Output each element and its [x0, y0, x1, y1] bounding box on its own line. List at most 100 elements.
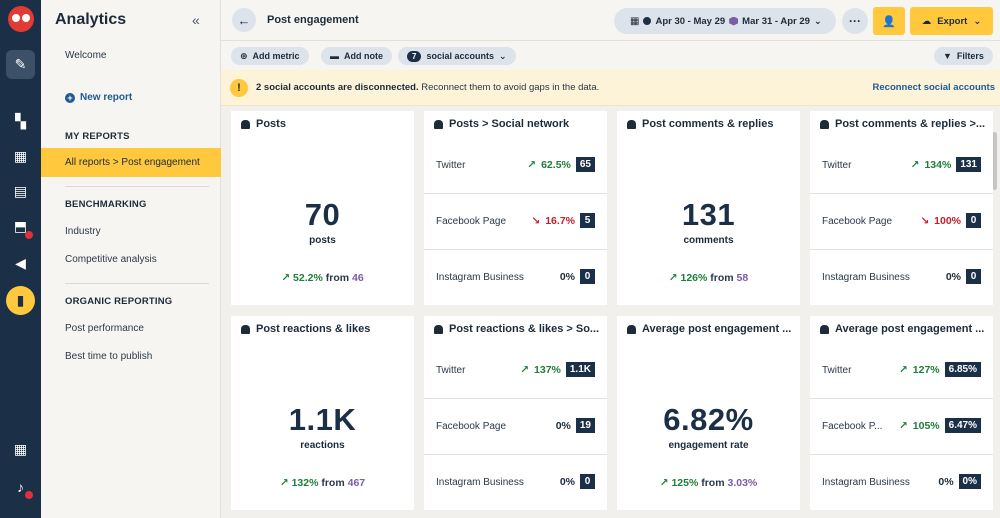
table-row: Instagram Business 0% 0: [810, 250, 993, 306]
table-row: Facebook Page ↘ 16.7% 5: [424, 194, 607, 250]
share-button[interactable]: 👤: [873, 7, 905, 35]
more-options-button[interactable]: ···: [842, 8, 868, 34]
row-label: Instagram Business: [822, 477, 910, 488]
table-row: Twitter ↗ 137% 1.1K: [424, 343, 607, 399]
collapse-sidebar-icon[interactable]: «: [192, 12, 200, 28]
card-comments-network[interactable]: Post comments & replies >... Twitter ↗ 13…: [810, 111, 993, 305]
row-label: Instagram Business: [822, 272, 910, 283]
sidebar-item-welcome[interactable]: Welcome: [65, 50, 107, 61]
table-row: Twitter ↗ 62.5% 65: [424, 138, 607, 194]
arrow-up-icon: ↗: [520, 363, 530, 376]
card-engagement[interactable]: Average post engagement ... 6.82% engage…: [617, 316, 800, 510]
table-row: Instagram Business 0% 0: [424, 250, 607, 306]
arrow-down-icon: ↘: [531, 214, 541, 227]
card-reactions[interactable]: Post reactions & likes 1.1K reactions ↗ …: [231, 316, 414, 510]
trend-from: from: [321, 477, 345, 489]
row-label: Instagram Business: [436, 477, 524, 488]
reconnect-accounts-link[interactable]: Reconnect social accounts: [872, 82, 995, 93]
sidebar-item-best-time[interactable]: Best time to publish: [65, 351, 153, 362]
note-icon: ▬: [330, 51, 339, 61]
table-row: Twitter ↗ 127% 6.85%: [810, 343, 993, 399]
trend: ↗ 126% from 58: [668, 272, 749, 284]
export-label: Export: [937, 15, 968, 27]
bell-icon: [820, 119, 829, 129]
row-change: 100%: [934, 214, 961, 227]
export-button[interactable]: ☁ Export ⌄: [910, 7, 993, 35]
card-comments[interactable]: Post comments & replies 131 comments ↗ 1…: [617, 111, 800, 305]
row-value: 6.47%: [944, 418, 981, 433]
sidebar-item-all-reports[interactable]: All reports > Post engagement: [41, 148, 221, 177]
table-row: Facebook Page ↘ 100% 0: [810, 194, 993, 250]
back-button[interactable]: ←: [232, 8, 256, 32]
chevron-down-icon: ⌄: [498, 50, 507, 61]
new-report-button[interactable]: + New report: [65, 92, 132, 103]
row-label: Twitter: [436, 160, 466, 171]
card-title: Posts: [241, 118, 406, 130]
add-metric-button[interactable]: ⊕ Add metric: [231, 47, 309, 65]
card-title: Average post engagement ...: [627, 323, 797, 335]
trend-from: from: [710, 272, 734, 284]
calendar-icon[interactable]: ▤: [13, 183, 28, 199]
social-accounts-dropdown[interactable]: 7 social accounts ⌄: [398, 47, 516, 65]
row-label: Facebook Page: [822, 216, 893, 227]
analytics-sidebar: Analytics « Welcome + New report MY REPO…: [41, 0, 221, 518]
bell-icon[interactable]: ♪: [6, 472, 35, 501]
trend-ref: 3.03%: [727, 477, 758, 489]
metric-value: 131: [681, 197, 736, 232]
table-row: Instagram Business 0% 0%: [810, 455, 993, 511]
row-values: ↗ 137% 1.1K: [520, 362, 595, 377]
row-value: 6.85%: [944, 362, 981, 377]
export-icon: ☁: [921, 15, 932, 27]
section-organic-reporting: ORGANIC REPORTING: [65, 296, 173, 307]
chevron-down-icon: ⌄: [973, 15, 982, 27]
row-change: 0%: [559, 475, 575, 488]
row-change: 0%: [938, 475, 954, 488]
streams-icon[interactable]: ▚: [15, 113, 26, 129]
row-change: 62.5%: [541, 158, 571, 171]
analytics-icon[interactable]: ▮: [6, 286, 35, 315]
warning-icon: !: [230, 79, 248, 97]
sidebar-item-competitive-analysis[interactable]: Competitive analysis: [65, 254, 157, 265]
sidebar-item-industry[interactable]: Industry: [65, 226, 101, 237]
add-metric-label: Add metric: [252, 51, 300, 61]
inbox-icon[interactable]: ⬒: [6, 212, 35, 241]
table-row: Facebook P... ↗ 105% 6.47%: [810, 399, 993, 455]
row-label: Instagram Business: [436, 272, 524, 283]
row-change: 0%: [945, 270, 961, 283]
bell-icon: [434, 119, 443, 129]
row-change: 134%: [924, 158, 952, 171]
card-engagement-network[interactable]: Average post engagement ... Twitter ↗ 127…: [810, 316, 993, 510]
card-title: Post comments & replies >...: [820, 118, 990, 130]
row-value: 5: [580, 213, 595, 228]
row-values: 0% 0: [560, 474, 595, 489]
date-range-picker[interactable]: ▦ Apr 30 - May 29 Mar 31 - Apr 29 ⌄: [614, 8, 836, 34]
apps-icon[interactable]: ▦: [13, 441, 28, 457]
compare-period-hexagon: [729, 16, 739, 26]
row-change: 16.7%: [545, 214, 575, 227]
table-row: Facebook Page 0% 19: [424, 399, 607, 455]
filters-button[interactable]: ▼ Filters: [934, 47, 993, 65]
row-value: 0: [966, 213, 981, 228]
compose-icon[interactable]: ✎: [6, 50, 35, 79]
dashboard-icon[interactable]: ▦: [13, 148, 28, 164]
add-note-button[interactable]: ▬ Add note: [321, 47, 392, 65]
card-posts[interactable]: Posts 70 posts ↗ 52.2% from 46: [231, 111, 414, 305]
chevron-down-icon: ⌄: [813, 15, 822, 27]
sidebar-item-post-performance[interactable]: Post performance: [65, 323, 144, 334]
new-report-label: New report: [80, 92, 133, 103]
card-reactions-network[interactable]: Post reactions & likes > So... Twitter ↗…: [424, 316, 607, 510]
sidebar-item-label: All reports > Post engagement: [65, 157, 200, 168]
row-value: 131: [956, 157, 981, 172]
scrollbar[interactable]: [992, 132, 997, 190]
owl-logo-icon[interactable]: [8, 6, 34, 32]
row-value: 19: [575, 418, 595, 433]
card-title-text: Post reactions & likes > So...: [449, 323, 600, 335]
row-value: 0: [966, 269, 981, 284]
bell-icon: [820, 324, 829, 334]
section-my-reports: MY REPORTS: [65, 131, 130, 142]
row-label: Twitter: [822, 365, 852, 376]
card-posts-network[interactable]: Posts > Social network Twitter ↗ 62.5% 65 …: [424, 111, 607, 305]
arrow-left-icon: ←: [237, 12, 251, 28]
row-values: ↗ 62.5% 65: [527, 157, 595, 172]
megaphone-icon[interactable]: ◀: [15, 255, 26, 271]
